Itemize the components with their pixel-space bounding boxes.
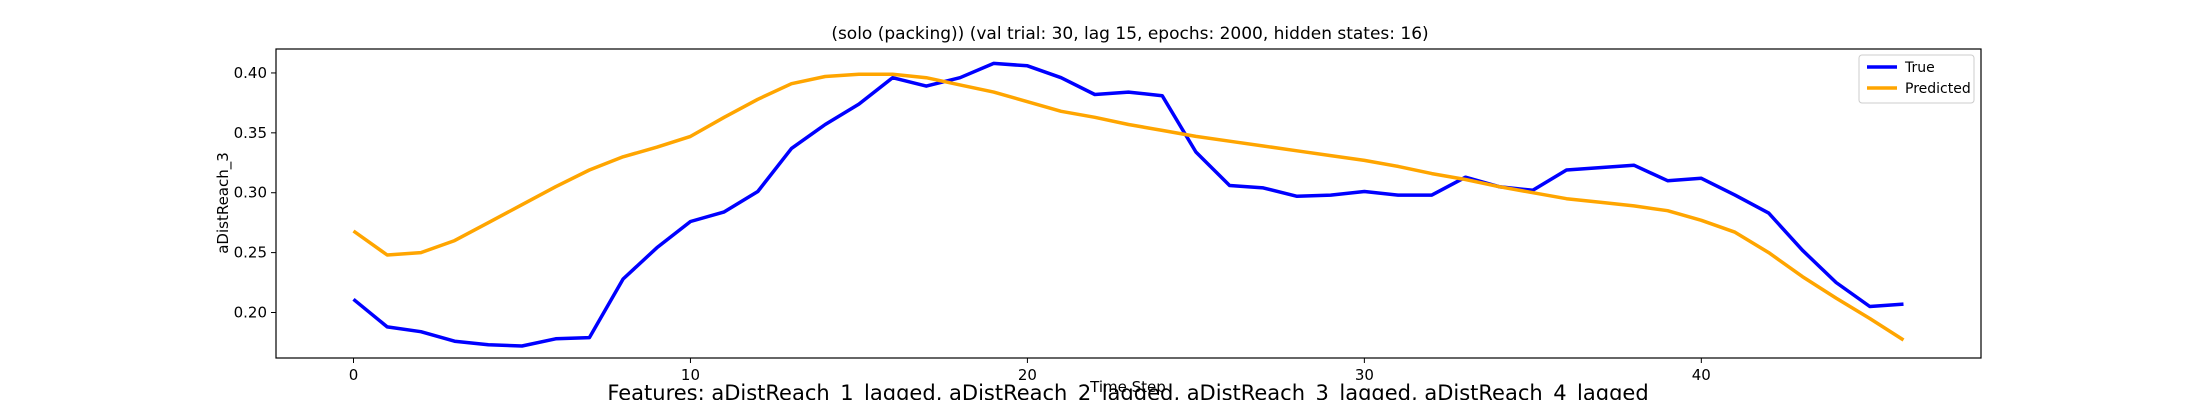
chart-title: (solo (packing)) (val trial: 30, lag 15,… (831, 24, 1428, 44)
legend-label-true: True (1904, 60, 1935, 76)
legend-label-predicted: Predicted (1905, 81, 1971, 97)
x-tick-label: 0 (349, 366, 359, 384)
y-tick-label: 0.25 (234, 244, 267, 262)
x-tick-label: 20 (1018, 366, 1037, 384)
y-axis-label: aDistReach_3 (214, 152, 233, 254)
plot-area (276, 49, 1981, 358)
legend: True Predicted (1858, 54, 1975, 104)
x-tick-label: 40 (1692, 366, 1711, 384)
series-line-predicted (352, 72, 1905, 342)
features-caption: Features: aDistReach_1_lagged, aDistReac… (607, 381, 1648, 400)
series-layer (352, 61, 1905, 348)
x-tick-label: 10 (681, 366, 700, 384)
plot-frame (275, 48, 1982, 359)
y-tick-label: 0.40 (234, 64, 267, 82)
x-tick-label: 30 (1355, 366, 1374, 384)
x-axis-label: Time Step (1089, 378, 1166, 396)
y-tick-label: 0.35 (234, 124, 267, 142)
y-tick-label: 0.20 (234, 303, 267, 321)
ticks-layer: 0 10 20 30 40 0.20 0.25 0.30 0.35 0.40 (234, 64, 1711, 384)
y-tick-label: 0.30 (234, 184, 267, 202)
series-line-true (352, 61, 1904, 348)
